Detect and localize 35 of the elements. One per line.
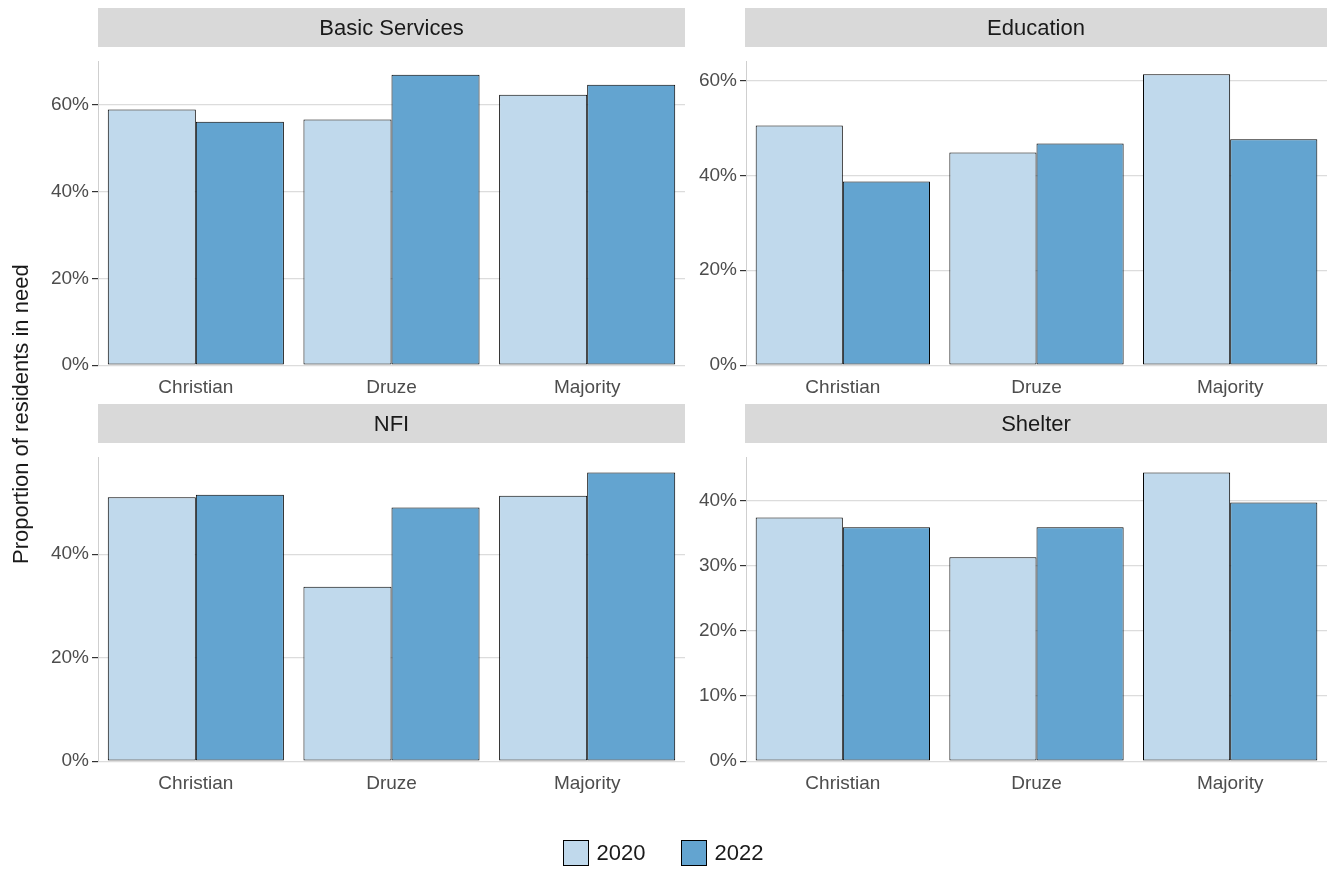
x-tick-label: Majority	[553, 375, 621, 397]
x-tick-label: Christian	[158, 771, 234, 793]
y-tick-label: 20%	[50, 266, 90, 288]
x-tick-label: Christian	[805, 771, 881, 793]
y-axis-title: Proportion of residents in need	[8, 264, 34, 564]
legend-label: 2022	[714, 840, 764, 866]
y-tick-label: 40%	[698, 163, 738, 185]
x-tick-label: Majority	[1196, 771, 1264, 793]
x-tick-label: Druze	[366, 771, 417, 793]
y-tick-label: 40%	[698, 488, 738, 510]
x-tick-label: Christian	[805, 375, 881, 397]
y-tick-label: 40%	[50, 179, 90, 201]
y-tick-label: 30%	[698, 553, 738, 575]
y-tick-label: 20%	[50, 645, 90, 667]
chart-title: Basic Services	[98, 8, 685, 47]
y-tick-label: 20%	[698, 619, 738, 641]
x-tick-label: Druze	[1011, 771, 1062, 793]
x-tick-label: Christian	[158, 375, 234, 397]
y-tick-label: 10%	[698, 684, 738, 706]
y-tick-label: 60%	[50, 93, 90, 115]
y-tick-label: 0%	[709, 353, 738, 375]
legend-label: 2020	[596, 840, 646, 866]
chart-title: NFI	[98, 404, 685, 443]
y-tick-label: 0%	[61, 749, 90, 771]
y-tick-label: 60%	[698, 68, 738, 90]
x-tick-label: Majority	[553, 771, 621, 793]
y-tick-label: 40%	[50, 542, 90, 564]
x-tick-label: Majority	[1196, 375, 1264, 397]
x-tick-label: Druze	[366, 375, 417, 397]
chart-title: Education	[745, 8, 1327, 47]
y-tick-label: 20%	[698, 258, 738, 280]
x-tick-label: Druze	[1011, 375, 1062, 397]
chart-title: Shelter	[745, 404, 1327, 443]
y-tick-label: 0%	[61, 353, 90, 375]
y-tick-label: 0%	[709, 749, 738, 771]
